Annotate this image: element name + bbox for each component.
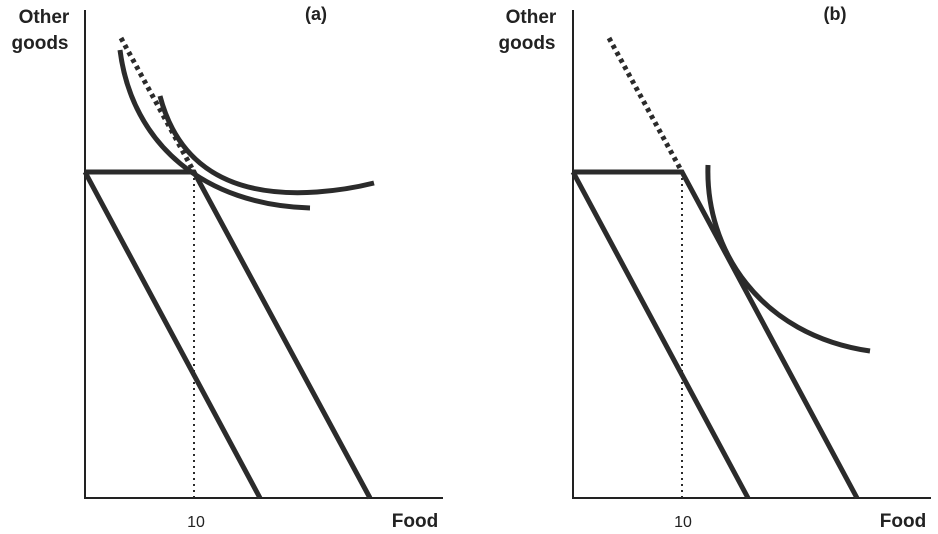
panel-a-label: (a) xyxy=(305,4,327,24)
panel-b-original-budget-line xyxy=(570,170,751,500)
panel-a-axes xyxy=(84,10,443,499)
panel-a-indifference-curve-higher xyxy=(157,95,375,196)
panel-a: (a) Other goods Food 10 xyxy=(12,4,443,532)
panel-b-y-axis-title-line1: Other xyxy=(506,7,557,28)
panel-b-x-tick-10: 10 xyxy=(674,514,692,531)
panel-a-y-axis-title-line1: Other xyxy=(19,7,70,28)
panel-a-original-budget-line xyxy=(82,170,263,500)
panel-b-axes xyxy=(572,10,931,499)
panel-b-x-axis-title: Food xyxy=(880,511,926,532)
panel-b-label: (b) xyxy=(824,4,847,24)
panel-b: (b) Other goods Food 10 xyxy=(499,4,931,532)
panel-b-budget-extension-dashed xyxy=(606,36,685,174)
panel-a-x-axis-title: Food xyxy=(392,511,438,532)
panel-a-budget-extension-dashed xyxy=(118,36,197,174)
panel-a-kinked-budget-line xyxy=(85,169,373,500)
panel-b-y-axis-title-line2: goods xyxy=(499,33,556,54)
panel-b-indifference-curve xyxy=(705,164,871,354)
panel-a-y-axis-title-line2: goods xyxy=(12,33,69,54)
panel-b-kinked-budget-line xyxy=(573,169,860,500)
panel-a-indifference-curve-lower xyxy=(117,49,311,211)
panel-a-x-tick-10: 10 xyxy=(187,514,205,531)
